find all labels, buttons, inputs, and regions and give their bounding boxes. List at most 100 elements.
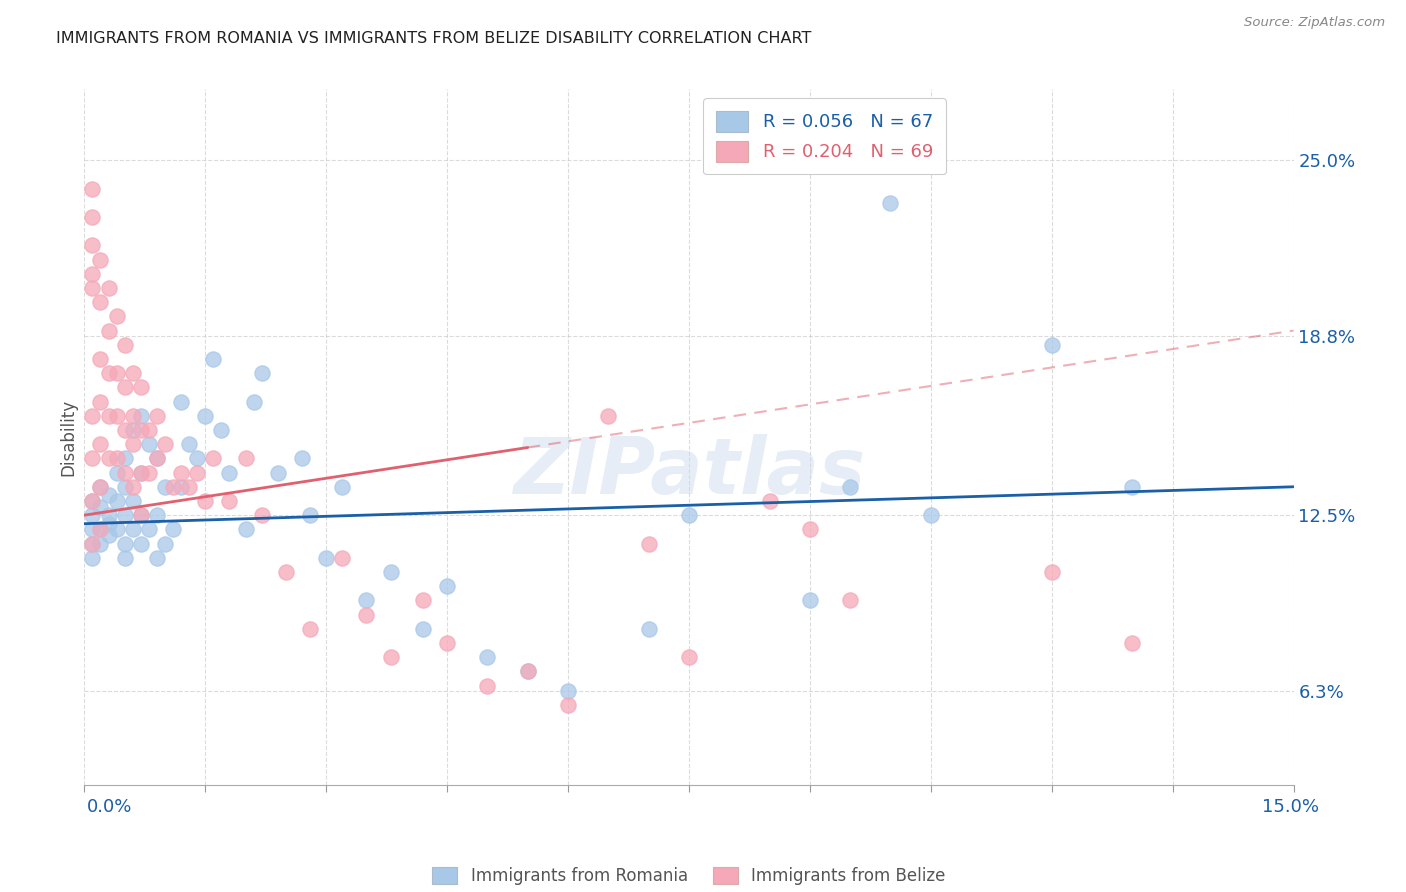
Point [218,494,240,508]
Point [146,451,169,466]
Point [121,437,143,451]
Point [162,480,184,494]
Point [436,636,458,650]
Point [194,494,217,508]
Point [637,536,659,550]
Point [412,622,434,636]
Point [138,437,160,451]
Point [138,522,160,536]
Point [477,679,499,693]
Point [82,210,104,224]
Point [114,451,136,466]
Text: 0.0%: 0.0% [87,798,132,816]
Point [170,480,193,494]
Point [97,366,120,380]
Point [138,423,160,437]
Point [153,437,176,451]
Point [235,451,257,466]
Point [89,480,111,494]
Point [114,550,136,565]
Point [89,252,111,267]
Point [920,508,942,523]
Point [330,550,353,565]
Point [97,516,120,531]
Point [121,494,143,508]
Point [114,380,136,394]
Point [330,480,353,494]
Text: IMMIGRANTS FROM ROMANIA VS IMMIGRANTS FROM BELIZE DISABILITY CORRELATION CHART: IMMIGRANTS FROM ROMANIA VS IMMIGRANTS FR… [56,31,811,46]
Point [129,508,152,523]
Point [89,351,111,366]
Point [1121,636,1143,650]
Point [114,508,136,523]
Point [274,565,297,579]
Point [105,366,128,380]
Point [121,409,143,423]
Point [637,622,659,636]
Point [82,494,104,508]
Point [356,607,378,622]
Point [97,324,120,338]
Point [105,409,128,423]
Point [146,451,169,466]
Point [97,451,120,466]
Point [129,466,152,480]
Point [114,466,136,480]
Point [146,508,169,523]
Text: ZIPatlas: ZIPatlas [513,434,865,510]
Point [89,394,111,409]
Point [291,451,314,466]
Point [315,550,337,565]
Point [299,508,322,523]
Y-axis label: Disability: Disability [59,399,77,475]
Point [105,522,128,536]
Point [82,522,104,536]
Point [186,451,208,466]
Point [82,409,104,423]
Point [179,480,201,494]
Point [82,267,104,281]
Point [82,536,104,550]
Point [89,500,111,514]
Point [235,522,257,536]
Point [153,480,176,494]
Point [121,480,143,494]
Point [1040,565,1063,579]
Point [89,536,111,550]
Point [250,366,273,380]
Point [129,536,152,550]
Point [114,480,136,494]
Point [82,494,104,508]
Point [477,650,499,665]
Point [267,466,290,480]
Point [146,550,169,565]
Point [218,466,240,480]
Point [121,366,143,380]
Point [89,437,111,451]
Point [879,195,901,210]
Point [170,394,193,409]
Point [598,409,620,423]
Point [114,423,136,437]
Point [105,310,128,324]
Point [516,665,538,679]
Point [97,528,120,542]
Point [678,650,700,665]
Point [799,522,821,536]
Point [194,409,217,423]
Point [380,650,402,665]
Point [356,593,378,607]
Point [97,409,120,423]
Point [186,466,208,480]
Point [97,281,120,295]
Point [82,281,104,295]
Point [202,451,225,466]
Point [179,437,201,451]
Point [557,698,579,713]
Point [89,522,111,536]
Point [89,480,111,494]
Point [1040,338,1063,352]
Point [105,466,128,480]
Point [516,665,538,679]
Point [89,295,111,310]
